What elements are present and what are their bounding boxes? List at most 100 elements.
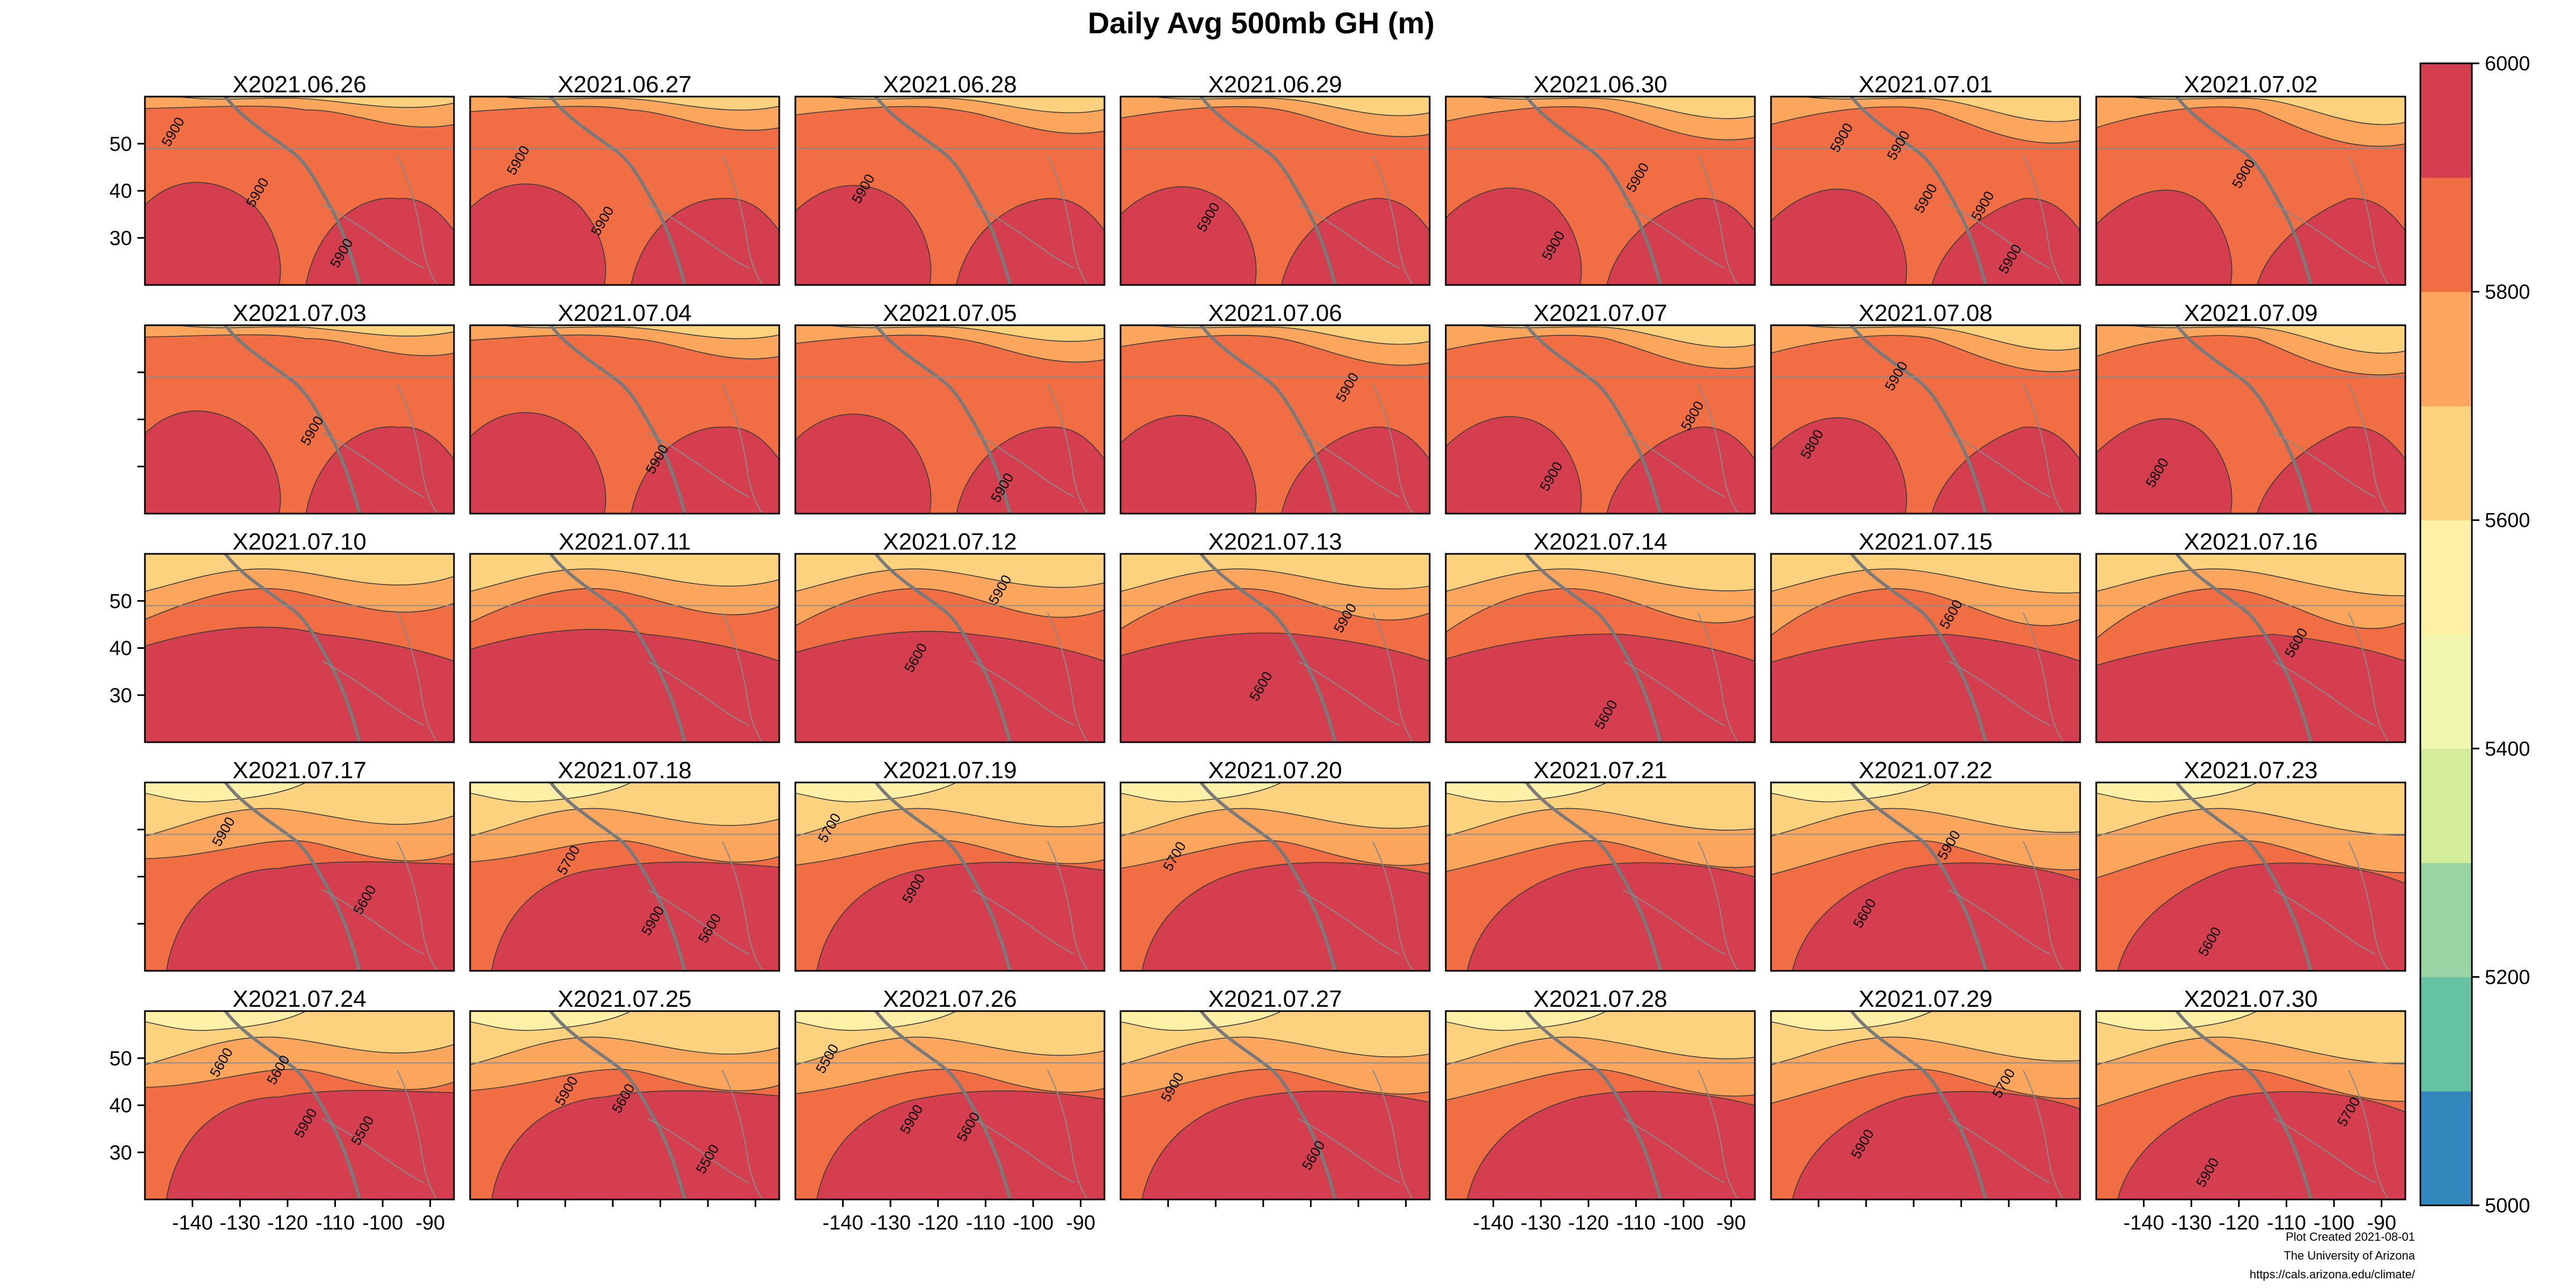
band-5600 (2096, 554, 2405, 596)
colorbar-swatch (2420, 406, 2472, 521)
border-line (2023, 1070, 2064, 1199)
y-tick-label: 30 (109, 227, 132, 250)
band-5500 (145, 782, 306, 802)
band-5500 (795, 1011, 957, 1031)
band-5900 (1446, 416, 1582, 514)
map-panel: X2021.07.28 -140 -130 -120 -110 -100 -90 (1445, 986, 1756, 1234)
border-line (1297, 203, 1400, 269)
band-5900 (795, 185, 932, 285)
coastline (1525, 782, 1662, 971)
colorbar-swatch (2420, 291, 2472, 406)
panel-title: X2021.07.27 (1208, 986, 1342, 1012)
panel-frame (794, 553, 1106, 743)
band-5600 (145, 554, 454, 592)
panel-frame (1770, 1010, 2081, 1201)
panel-field (1446, 1011, 1755, 1199)
band-5500 (1771, 782, 1933, 802)
border-line (722, 384, 763, 514)
panel-title: X2021.07.16 (2184, 529, 2318, 555)
band-5500 (1121, 1011, 1282, 1031)
band-5900 (1771, 634, 2080, 742)
coastline (1199, 554, 1337, 742)
x-tick-label: -140 (172, 1212, 213, 1234)
x-tick-label: -90 (1066, 1212, 1095, 1234)
panel-title: X2021.07.10 (232, 529, 367, 555)
panel-field (145, 554, 454, 742)
border-line (1297, 661, 1400, 726)
band-5900 (1771, 417, 1907, 514)
x-tick-label: -110 (316, 1212, 355, 1234)
colorbar: 5000 5200 5400 5600 5800 6000 (2419, 53, 2530, 1217)
band-5900 (1121, 415, 1257, 514)
panel-frame (1445, 96, 1756, 286)
coastline (224, 1011, 361, 1199)
panel-frame (1445, 1010, 1756, 1201)
band-5600 (1771, 554, 2080, 594)
band-5600 (177, 97, 454, 108)
border-line (1697, 612, 1739, 742)
panel-title: X2021.07.06 (1208, 300, 1342, 326)
panel-title: X2021.07.23 (2184, 757, 2318, 784)
colorbar-tick-label: 6000 (2485, 53, 2530, 75)
border-line (2023, 841, 2064, 971)
border-line (1297, 1118, 1400, 1183)
border-line (1372, 1070, 1414, 1199)
border-line (2348, 612, 2389, 742)
band-5600 (827, 97, 1104, 114)
border-line (647, 661, 750, 726)
border-line (2273, 661, 2376, 726)
x-tick-label: -100 (1663, 1212, 1704, 1234)
panel-title: X2021.07.25 (558, 986, 692, 1012)
panel-frame (469, 1010, 780, 1201)
panel-title: X2021.07.21 (1533, 757, 1667, 784)
colorbar-swatch (2420, 177, 2472, 292)
panel-title: X2021.07.09 (2184, 300, 2318, 326)
band-5500 (145, 1011, 306, 1031)
band-5900 (2257, 426, 2405, 514)
band-5900 (145, 410, 281, 514)
y-tick-label: 50 (109, 590, 132, 613)
panel-field (470, 554, 779, 742)
border-line (1047, 612, 1088, 742)
panel-frame (2095, 781, 2406, 972)
border-line (972, 889, 1075, 955)
band-5600 (2128, 325, 2405, 354)
coastline (874, 782, 1012, 971)
panel-title: X2021.07.20 (1208, 757, 1342, 784)
border-line (321, 432, 425, 497)
border-line (972, 432, 1075, 497)
y-tick-label: 40 (109, 180, 132, 203)
border-line (722, 1070, 763, 1199)
panel-frame (1445, 324, 1756, 515)
band-5900 (2096, 634, 2405, 742)
panel-frame (469, 96, 780, 286)
band-5500 (1121, 782, 1282, 802)
band-5600 (795, 554, 1104, 592)
coastline (1850, 97, 1987, 285)
panel-frame (794, 781, 1106, 972)
coastline (1199, 97, 1337, 285)
coastline (2175, 97, 2312, 285)
x-tick-label: -110 (2267, 1212, 2306, 1234)
border-line (2023, 612, 2064, 742)
colorbar-tick-label: 5000 (2485, 1195, 2530, 1217)
border-line (1622, 1118, 1725, 1183)
panel-title: X2021.07.24 (232, 986, 367, 1012)
band-5900 (1771, 188, 1907, 285)
band-5900 (470, 628, 779, 742)
x-tick-label: -130 (219, 1212, 260, 1234)
panel-title: X2021.06.30 (1533, 71, 1667, 98)
band-5900 (795, 631, 1104, 742)
panel-frame (1770, 781, 2081, 972)
